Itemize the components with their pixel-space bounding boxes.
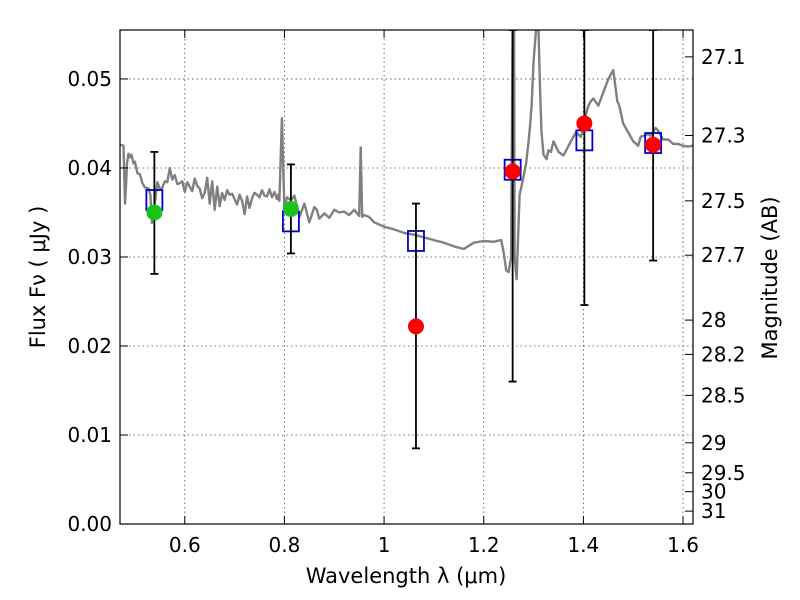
plot-area <box>120 30 693 524</box>
detection-point <box>282 200 299 217</box>
non-detection-point <box>645 136 662 153</box>
x-tick-label: 1.4 <box>567 533 599 557</box>
data-layer <box>120 30 693 450</box>
x-axis-label: Wavelength λ (μm) <box>306 564 507 588</box>
non-detection-point <box>407 318 424 335</box>
x-tick-label: 0.6 <box>169 533 201 557</box>
magnitude-tick-label: 28 <box>701 308 726 332</box>
y-tick-label: 0.05 <box>67 67 112 91</box>
magnitude-tick-label: 29 <box>701 431 726 455</box>
magnitude-axis-label: Magnitude (AB) <box>758 196 782 359</box>
axis-ticks: 0.6 0.8 1 1.2 1.4 1.6 0.00 0.01 0.02 0.03 0.04 0.05… <box>67 30 746 557</box>
y-tick-label: 0.00 <box>67 512 112 536</box>
spectrum-line <box>120 30 693 281</box>
non-detection-point <box>504 163 521 180</box>
x-tick-label: 1.2 <box>468 533 500 557</box>
magnitude-tick-label: 30 <box>701 480 726 504</box>
magnitude-tick-label: 27.3 <box>701 123 746 147</box>
detection-point <box>146 204 163 221</box>
x-tick-label: 0.8 <box>269 533 301 557</box>
magnitude-tick-label: 31 <box>701 499 726 523</box>
plot-frame <box>119 29 694 525</box>
y-axis-label: Flux Fν ( μJy ) <box>26 206 50 349</box>
magnitude-tick-label: 27.5 <box>701 189 746 213</box>
magnitude-tick-label: 28.5 <box>701 383 746 407</box>
magnitude-tick-label: 27.7 <box>701 243 746 267</box>
y-tick-label: 0.04 <box>67 156 112 180</box>
magnitude-tick-label: 27.1 <box>701 45 746 69</box>
x-tick-label: 1 <box>378 533 391 557</box>
y-tick-label: 0.03 <box>67 245 112 269</box>
y-tick-label: 0.01 <box>67 423 112 447</box>
y-tick-label: 0.02 <box>67 334 112 358</box>
magnitude-tick-label: 29.5 <box>701 461 746 485</box>
x-tick-label: 1.6 <box>667 533 699 557</box>
non-detection-point <box>576 115 593 132</box>
magnitude-tick-label: 28.2 <box>701 342 746 366</box>
